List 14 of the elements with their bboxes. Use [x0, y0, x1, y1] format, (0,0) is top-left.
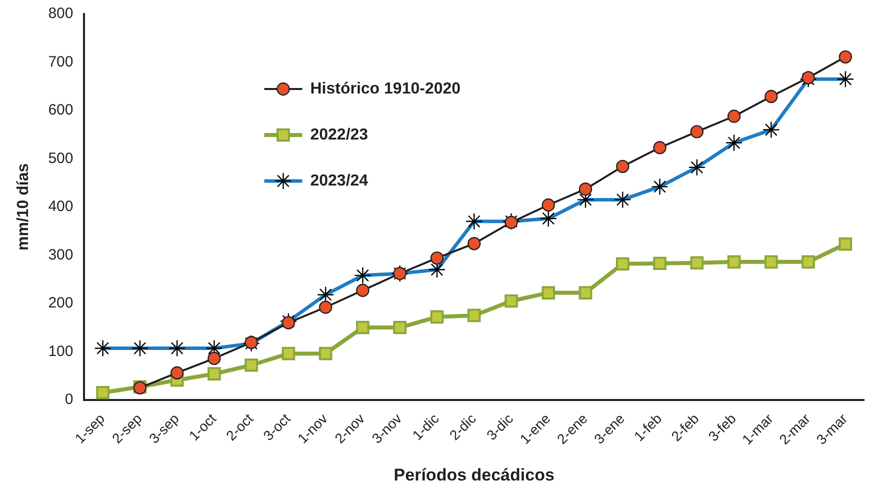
x-axis-title: Períodos decádicos — [394, 465, 554, 484]
y-tick-label: 800 — [48, 5, 74, 22]
y-tick-label: 100 — [48, 342, 74, 360]
y-tick-label: 0 — [64, 391, 74, 408]
y-tick-label: 700 — [48, 53, 74, 70]
legend-label: Histórico 1910-2020 — [310, 80, 461, 98]
y-tick-label: 600 — [48, 102, 74, 119]
legend-label: 2022/23 — [310, 126, 368, 144]
y-tick-label: 500 — [48, 150, 74, 167]
y-tick-label: 400 — [48, 198, 74, 216]
y-tick-label: 200 — [48, 294, 74, 312]
legend-label: 2023/24 — [310, 172, 368, 190]
y-axis-title: mm/10 días — [15, 163, 32, 251]
y-tick-label: 300 — [48, 246, 74, 264]
